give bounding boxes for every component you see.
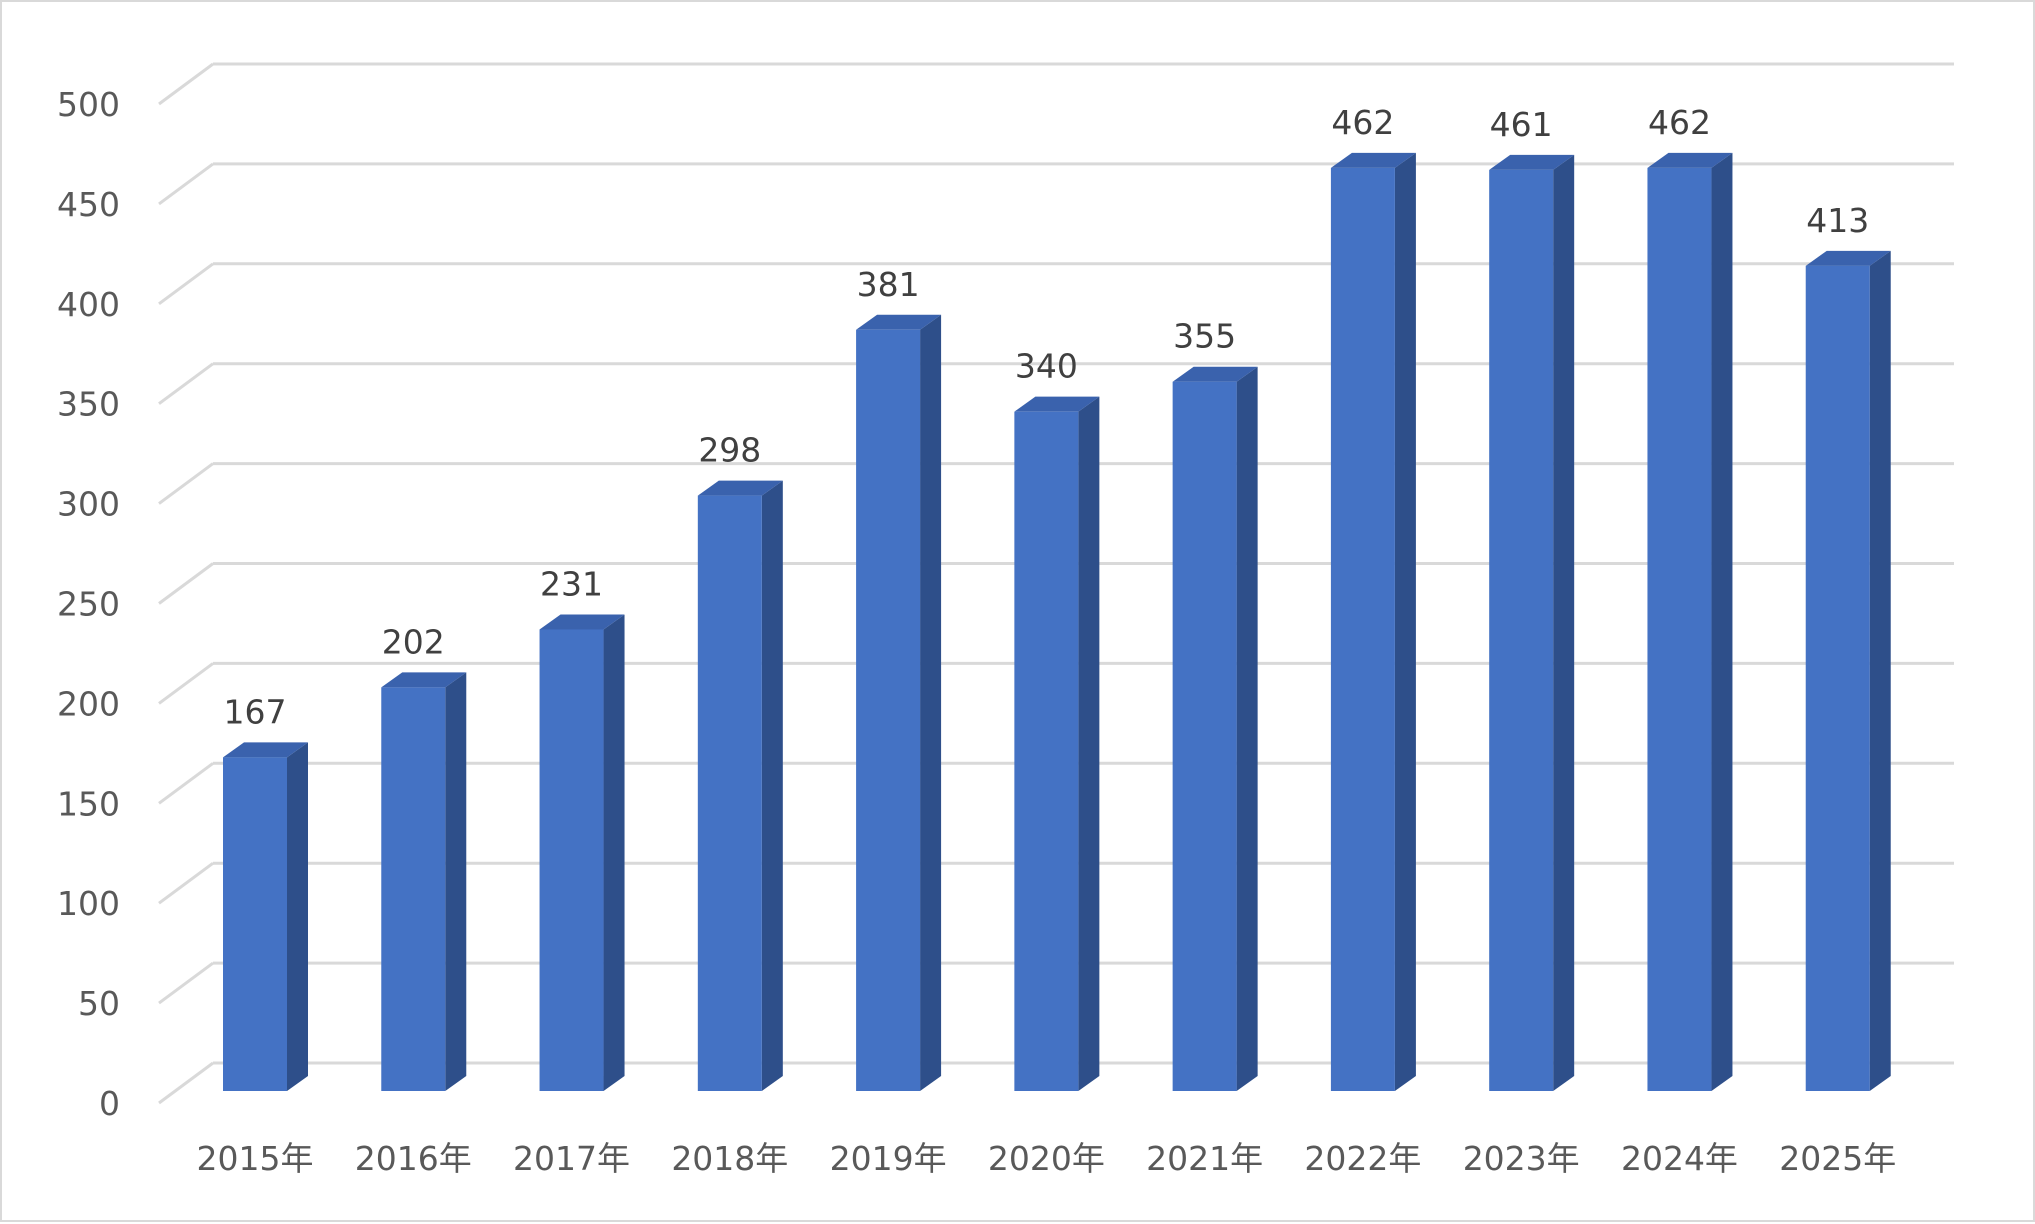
- bar: [381, 687, 446, 1091]
- bar-side: [1869, 250, 1891, 1092]
- bar-side: [761, 480, 783, 1091]
- gridline-depth: [158, 62, 214, 106]
- x-tick-label: 2024年: [1621, 1139, 1738, 1178]
- x-tick-label: 2023年: [1463, 1139, 1580, 1178]
- gridline-depth: [158, 362, 214, 405]
- gridline-depth: [158, 162, 214, 206]
- y-tick-label: 500: [57, 85, 120, 124]
- bar: [1647, 167, 1712, 1091]
- bar-side: [445, 672, 467, 1091]
- bar-top: [223, 742, 308, 758]
- y-tick-label: 300: [57, 485, 120, 524]
- bar: [1172, 381, 1237, 1092]
- x-tick-label: 2015年: [197, 1139, 314, 1178]
- gridline-depth: [158, 961, 214, 1005]
- bar-top: [539, 614, 625, 630]
- bar: [856, 329, 921, 1092]
- bar-side: [1236, 366, 1258, 1092]
- bar-top: [697, 480, 783, 496]
- gridline-depth: [158, 762, 214, 805]
- bar: [1330, 167, 1395, 1091]
- data-label: 413: [1806, 201, 1869, 240]
- bar: [1014, 411, 1079, 1091]
- gridline-depth: [158, 262, 214, 306]
- data-label: 461: [1490, 105, 1553, 144]
- data-label: 202: [382, 622, 445, 661]
- data-label: 167: [224, 692, 287, 731]
- y-tick-label: 0: [99, 1084, 120, 1123]
- bar-top: [1172, 366, 1258, 382]
- gridline-depth: [158, 662, 214, 705]
- data-label: 298: [698, 431, 761, 470]
- bar-top: [1647, 152, 1733, 168]
- y-tick-label: 100: [57, 884, 120, 923]
- x-tick-label: 2018年: [671, 1139, 788, 1178]
- bar-top: [1014, 396, 1100, 412]
- bar-top: [1805, 250, 1891, 266]
- bar-top: [1489, 154, 1575, 170]
- bar-top: [381, 672, 467, 688]
- y-tick-label: 150: [57, 784, 120, 823]
- data-label: 355: [1173, 317, 1236, 356]
- bar: [1805, 265, 1870, 1091]
- bar-side: [1553, 154, 1575, 1091]
- y-tick-label: 400: [57, 285, 120, 324]
- bar: [697, 495, 762, 1091]
- bar-side: [1394, 152, 1416, 1091]
- x-tick-label: 2025年: [1779, 1139, 1896, 1178]
- gridline-depth: [158, 861, 214, 905]
- bar-side: [1078, 396, 1100, 1091]
- gridline-depth: [158, 462, 214, 505]
- y-tick-label: 50: [78, 984, 120, 1023]
- bar: [1489, 169, 1554, 1091]
- data-label: 231: [540, 564, 603, 603]
- x-tick-label: 2019年: [830, 1139, 947, 1178]
- bar-side: [287, 742, 308, 1091]
- x-tick-label: 2016年: [355, 1139, 472, 1178]
- y-tick-label: 450: [57, 185, 120, 224]
- gridline-depth: [158, 1061, 214, 1105]
- data-label: 381: [857, 265, 920, 304]
- data-label: 462: [1648, 103, 1711, 142]
- y-tick-label: 250: [57, 585, 120, 624]
- x-tick-label: 2017年: [513, 1139, 630, 1178]
- bar-side: [1711, 152, 1733, 1091]
- y-tick-label: 200: [57, 684, 120, 723]
- y-tick-label: 350: [57, 385, 120, 424]
- bar-top: [856, 314, 942, 330]
- bar-top: [1330, 152, 1416, 168]
- bar-side: [603, 614, 625, 1091]
- data-label: 462: [1331, 103, 1394, 142]
- x-tick-label: 2022年: [1304, 1139, 1421, 1178]
- x-tick-label: 2020年: [988, 1139, 1105, 1178]
- bar: [539, 629, 604, 1091]
- gridline-depth: [158, 562, 214, 605]
- data-label: 340: [1015, 347, 1078, 386]
- bar-side: [920, 314, 942, 1092]
- bar: [223, 757, 287, 1091]
- x-tick-label: 2021年: [1146, 1139, 1263, 1178]
